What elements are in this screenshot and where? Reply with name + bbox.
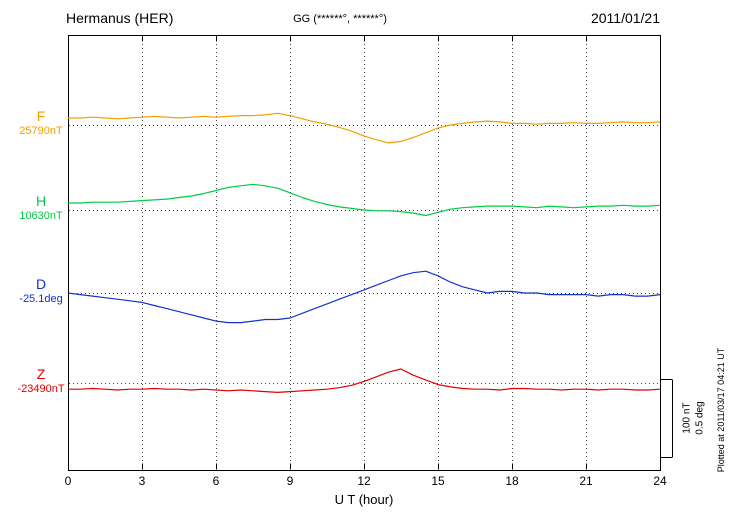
trace-F [68, 112, 661, 144]
plotted-at-stamp: Plotted at 2011/03/17 04:21 UT [716, 347, 726, 473]
trace-Z [68, 368, 661, 393]
trace-baseline-value: -23490nT [17, 383, 65, 395]
trace-letter: D [35, 276, 47, 292]
x-tick-label: 9 [286, 474, 294, 488]
trace-H [68, 183, 661, 217]
x-tick-label: 21 [579, 474, 593, 488]
trace-baseline-value: -25.1deg [19, 293, 63, 305]
x-tick-label: 24 [653, 474, 667, 488]
scale-label-deg: 0.5 deg [694, 401, 706, 435]
x-tick-label: 3 [138, 474, 146, 488]
trace-baseline-value: 25790nT [19, 125, 63, 137]
x-tick-label: 15 [431, 474, 445, 488]
trace-letter: Z [36, 366, 46, 382]
x-tick-label: 0 [64, 474, 72, 488]
trace-label-Z: Z -23490nT [12, 367, 70, 395]
trace-label-D: D -25.1deg [12, 277, 70, 305]
x-tick-label: 12 [357, 474, 371, 488]
geographic-coords: GG (******°, ******°) [293, 13, 387, 25]
scale-label-nt: 100 nT [681, 402, 693, 434]
trace-label-F: F 25790nT [12, 109, 70, 137]
trace-letter: H [35, 193, 47, 209]
trace-letter: F [36, 108, 46, 124]
x-tick-label: 18 [505, 474, 519, 488]
x-tick-label: 6 [212, 474, 220, 488]
trace-D [67, 270, 661, 324]
trace-baseline-value: 10630nT [19, 210, 63, 222]
trace-label-H: H 10630nT [12, 194, 70, 222]
station-title: Hermanus (HER) [66, 10, 174, 26]
x-axis-label: U T (hour) [334, 492, 394, 507]
plot-date: 2011/01/21 [590, 10, 660, 26]
